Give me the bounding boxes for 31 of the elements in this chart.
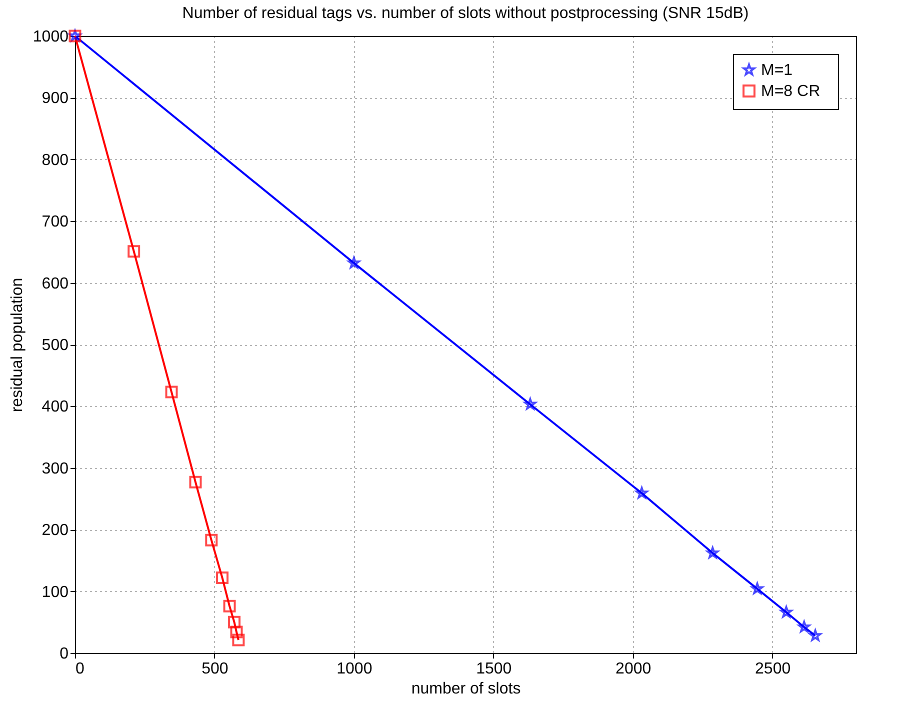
y-tick-label: 500 (42, 337, 69, 354)
y-tick-label: 800 (42, 152, 69, 169)
y-tick-label: 700 (42, 214, 69, 231)
y-tick-label: 400 (42, 398, 69, 416)
point (223, 600, 236, 612)
y-tick-label: 0 (60, 646, 69, 662)
y-tick-label: 600 (42, 275, 69, 292)
y-axis-title: residual population (8, 278, 26, 412)
x-tick-label: 500 (202, 660, 228, 678)
point (205, 534, 218, 546)
y-tick-label: 100 (42, 584, 69, 601)
y-tick-label: 200 (42, 522, 69, 540)
point (232, 634, 245, 646)
y-tick-label: 900 (42, 90, 69, 108)
point (189, 476, 202, 488)
y-tick-label: 300 (42, 460, 69, 478)
x-tick-label: 2500 (755, 660, 791, 678)
legend-label: M=8 CR (761, 83, 820, 100)
x-axis-title: number of slots (411, 680, 521, 698)
x-tick-label: 1500 (476, 660, 512, 678)
point (228, 616, 241, 628)
point (230, 626, 243, 638)
x-tick-label: 1000 (336, 660, 372, 678)
x-tick-label: 2000 (616, 660, 652, 678)
y-tick-label: 1000 (32, 28, 69, 46)
x-tick-label: 0 (76, 660, 84, 678)
point (165, 386, 178, 398)
point (128, 245, 140, 258)
legend-label: M=1 (761, 62, 793, 79)
chart-title: Number of residual tags vs. number of slots without postprocessing (SNR 15dB) (182, 4, 749, 22)
point (216, 571, 229, 584)
